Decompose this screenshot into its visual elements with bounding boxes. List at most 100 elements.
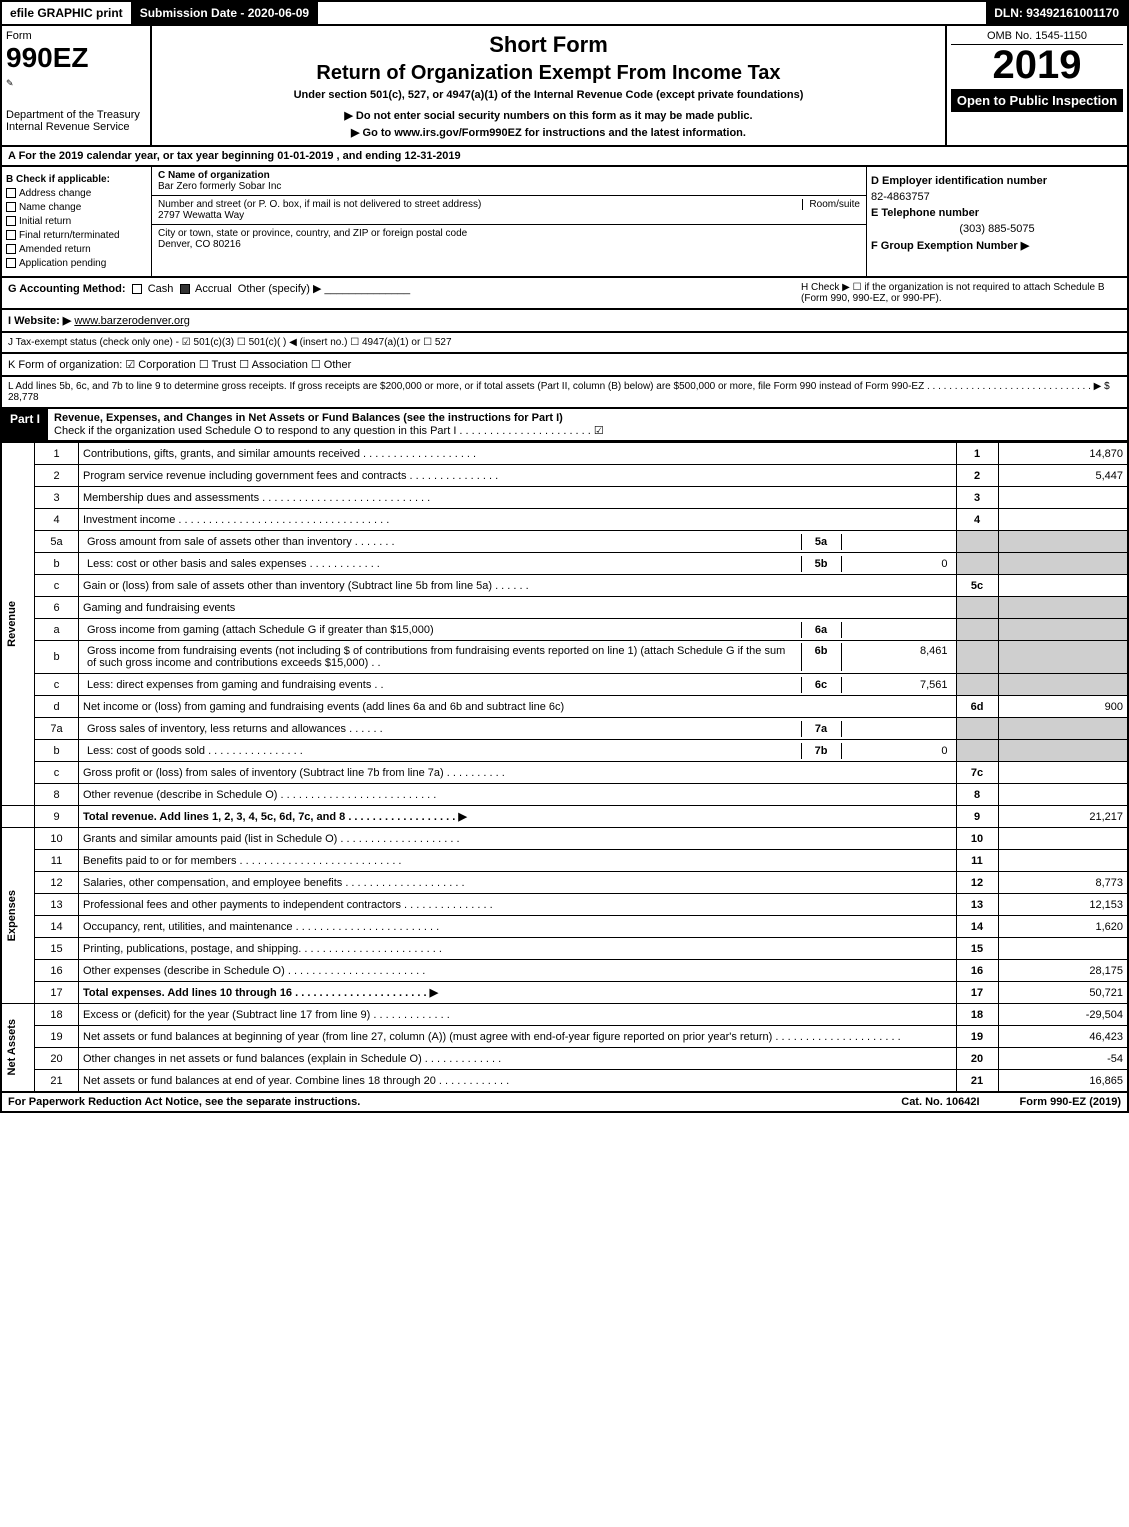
ln6a-desc: Gross income from gaming (attach Schedul… [79,619,957,641]
entity-block: B Check if applicable: Address change Na… [0,167,1129,278]
website-link[interactable]: www.barzerodenver.org [74,315,190,327]
form-number: 990EZ [6,42,146,74]
street-label: Number and street (or P. O. box, if mail… [158,199,481,210]
line-a: A For the 2019 calendar year, or tax yea… [0,147,1129,167]
ln5c-desc: Gain or (loss) from sale of assets other… [79,575,957,597]
city-label: City or town, state or province, country… [158,228,860,239]
ln11-desc: Benefits paid to or for members . . . . … [79,850,957,872]
i-label: I Website: ▶ [8,315,71,327]
ein: 82-4863757 [871,191,1123,203]
part1-header: Part I Revenue, Expenses, and Changes in… [0,409,1129,442]
row-l: L Add lines 5b, 6c, and 7b to line 9 to … [0,377,1129,409]
b-label: B Check if applicable: [6,174,147,185]
check-pending[interactable]: Application pending [6,258,147,269]
ln7c-desc: Gross profit or (loss) from sales of inv… [79,762,957,784]
row-g-h: G Accounting Method: Cash Accrual Other … [0,278,1129,310]
top-bar: efile GRAPHIC print Submission Date - 20… [0,0,1129,26]
org-name: Bar Zero formerly Sobar Inc [158,181,860,192]
ln9-desc: Total revenue. Add lines 1, 2, 3, 4, 5c,… [79,806,957,828]
dln: DLN: 93492161001170 [986,2,1127,24]
street-val: 2797 Wewatta Way [158,210,860,221]
ln14-desc: Occupancy, rent, utilities, and maintena… [79,916,957,938]
city-val: Denver, CO 80216 [158,239,860,250]
form-word: Form [6,30,146,42]
ln17-amt: 50,721 [998,982,1128,1004]
check-address[interactable]: Address change [6,188,147,199]
check-final[interactable]: Final return/terminated [6,230,147,241]
check-name[interactable]: Name change [6,202,147,213]
ln13-desc: Professional fees and other payments to … [79,894,957,916]
ln3-desc: Membership dues and assessments . . . . … [79,487,957,509]
ln1-num: 1 [35,443,79,465]
part1-badge: Part I [2,409,48,440]
side-netassets: Net Assets [6,1019,18,1075]
title-return: Return of Organization Exempt From Incom… [158,62,939,85]
ln20-desc: Other changes in net assets or fund bala… [79,1048,957,1070]
e-label: E Telephone number [871,207,1123,219]
footer-cat: Cat. No. 10642I [901,1096,979,1108]
f-label: F Group Exemption Number ▶ [871,239,1123,252]
check-accrual[interactable] [180,284,190,294]
ln10-desc: Grants and similar amounts paid (list in… [79,828,957,850]
subtitle-goto[interactable]: ▶ Go to www.irs.gov/Form990EZ for instru… [158,126,939,139]
g-label: G Accounting Method: [8,283,126,295]
ln6d-desc: Net income or (loss) from gaming and fun… [79,696,957,718]
row-j: J Tax-exempt status (check only one) - ☑… [0,333,1129,354]
ln5a-desc: Gross amount from sale of assets other t… [79,531,957,553]
check-cash[interactable] [132,284,142,294]
ln4-desc: Investment income . . . . . . . . . . . … [79,509,957,531]
ln19-amt: 46,423 [998,1026,1128,1048]
ln2-amt: 5,447 [998,465,1128,487]
side-revenue: Revenue [6,601,18,647]
submission-date: Submission Date - 2020-06-09 [132,2,318,24]
ln20-amt: -54 [998,1048,1128,1070]
footer-left: For Paperwork Reduction Act Notice, see … [8,1096,360,1108]
side-expenses: Expenses [6,890,18,941]
subtitle-ssn: ▶ Do not enter social security numbers o… [158,109,939,122]
d-label: D Employer identification number [871,175,1123,187]
ln15-desc: Printing, publications, postage, and shi… [79,938,957,960]
ln16-amt: 28,175 [998,960,1128,982]
ln6d-amt: 900 [998,696,1128,718]
ln14-amt: 1,620 [998,916,1128,938]
h-text: H Check ▶ ☐ if the organization is not r… [801,282,1121,304]
ln6-desc: Gaming and fundraising events [79,597,957,619]
part1-check: Check if the organization used Schedule … [54,425,604,437]
efile-label[interactable]: efile GRAPHIC print [2,2,132,24]
ln2-desc: Program service revenue including govern… [79,465,957,487]
room-label: Room/suite [802,199,860,210]
ln5b-desc: Less: cost or other basis and sales expe… [79,553,957,575]
ln7a-desc: Gross sales of inventory, less returns a… [79,718,957,740]
ln12-amt: 8,773 [998,872,1128,894]
ln6c-desc: Less: direct expenses from gaming and fu… [79,674,957,696]
ln1-desc: Contributions, gifts, grants, and simila… [79,443,957,465]
title-short-form: Short Form [158,32,939,58]
ln12-desc: Salaries, other compensation, and employ… [79,872,957,894]
row-i: I Website: ▶ www.barzerodenver.org [0,310,1129,333]
c-name-label: C Name of organization [158,170,860,181]
open-public: Open to Public Inspection [951,89,1123,112]
dept-treasury: Department of the Treasury [6,109,146,121]
ln7b-desc: Less: cost of goods sold . . . . . . . .… [79,740,957,762]
ln17-desc: Total expenses. Add lines 10 through 16 … [79,982,957,1004]
ln1-amt: 14,870 [998,443,1128,465]
ln18-amt: -29,504 [998,1004,1128,1026]
footer-right: Form 990-EZ (2019) [1020,1096,1121,1108]
check-initial[interactable]: Initial return [6,216,147,227]
ln19-desc: Net assets or fund balances at beginning… [79,1026,957,1048]
ln8-desc: Other revenue (describe in Schedule O) .… [79,784,957,806]
ln21-amt: 16,865 [998,1070,1128,1092]
ln6b-desc: Gross income from fundraising events (no… [79,641,957,674]
check-amended[interactable]: Amended return [6,244,147,255]
subtitle-section: Under section 501(c), 527, or 4947(a)(1)… [158,89,939,101]
form-header: Form 990EZ ✎ Department of the Treasury … [0,26,1129,147]
ln9-amt: 21,217 [998,806,1128,828]
part1-table: Revenue 1Contributions, gifts, grants, a… [0,442,1129,1092]
ln18-desc: Excess or (deficit) for the year (Subtra… [79,1004,957,1026]
ln13-amt: 12,153 [998,894,1128,916]
part1-title: Revenue, Expenses, and Changes in Net As… [54,412,563,424]
phone: (303) 885-5075 [871,223,1123,235]
tax-year: 2019 [951,45,1123,85]
irs-label: Internal Revenue Service [6,121,146,133]
ln21-desc: Net assets or fund balances at end of ye… [79,1070,957,1092]
